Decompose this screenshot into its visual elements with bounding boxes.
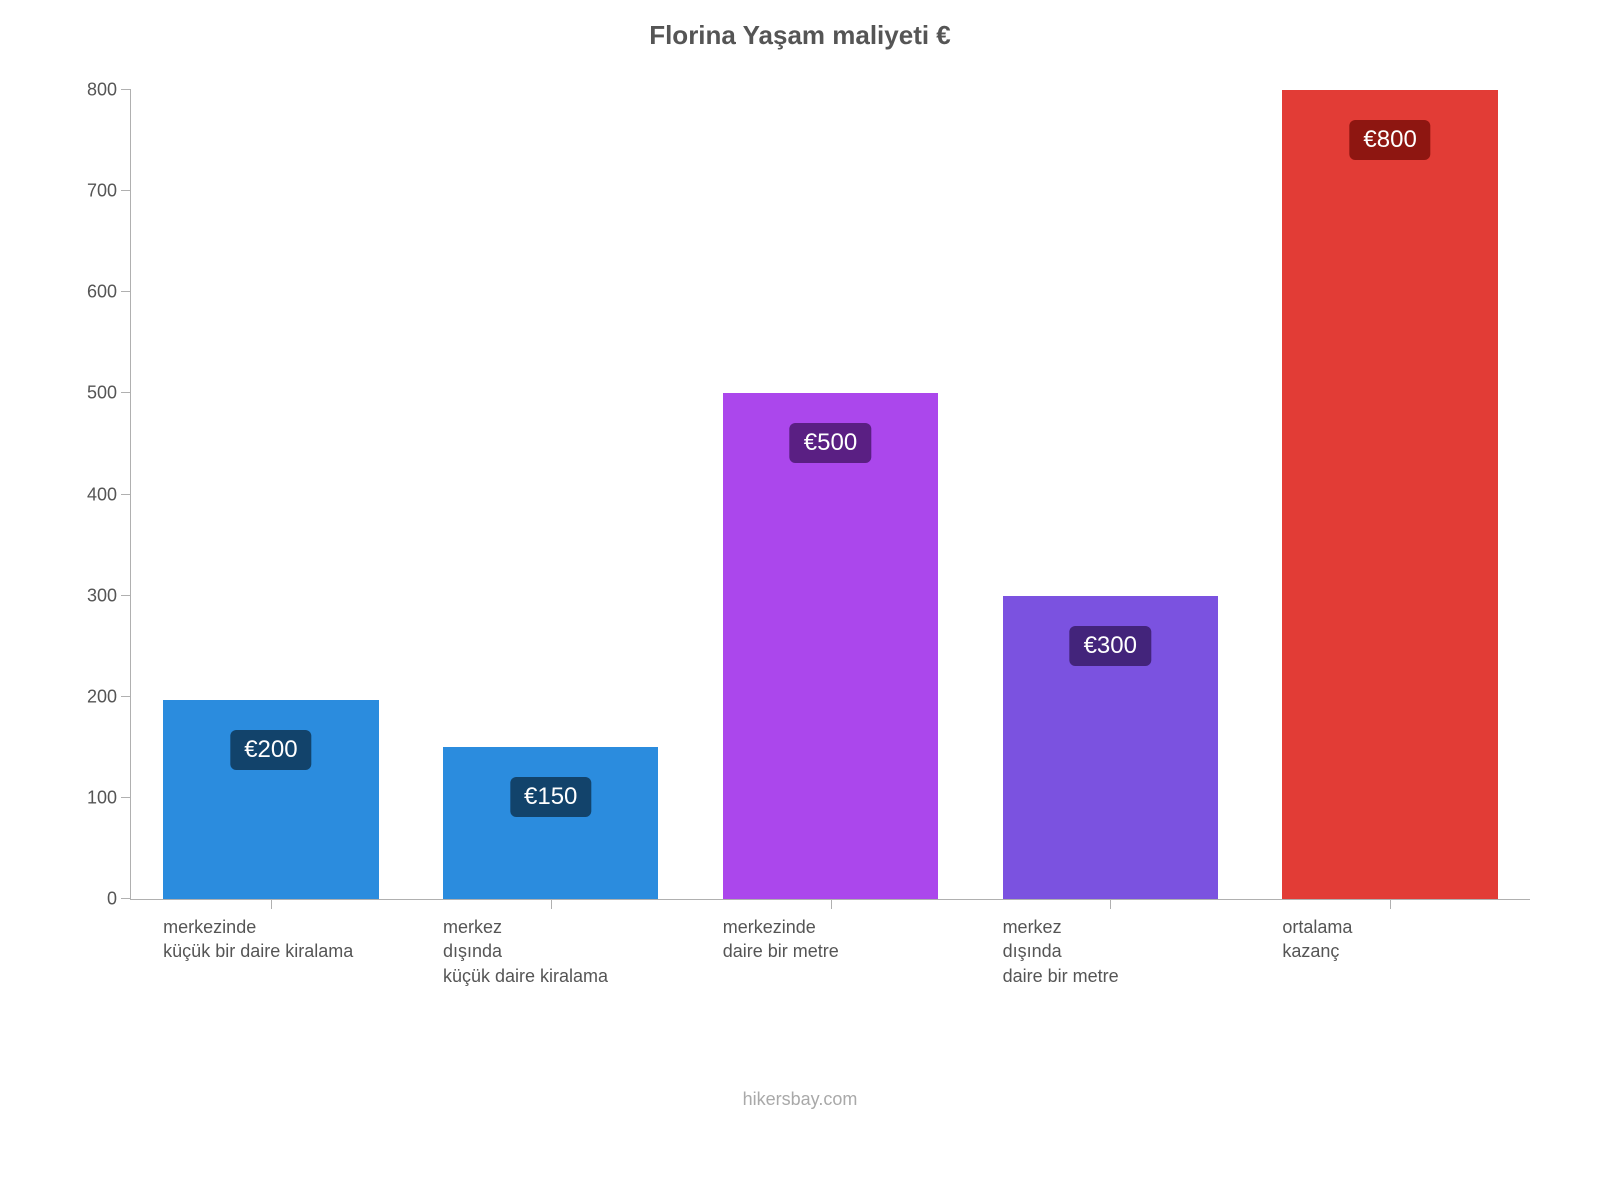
x-axis-label: merkez dışında daire bir metre: [1003, 899, 1283, 988]
bar: €800: [1282, 90, 1497, 899]
chart-title: Florina Yaşam maliyeti €: [50, 20, 1550, 51]
y-tick-label: 600: [87, 282, 117, 303]
bar: €150: [443, 747, 658, 899]
y-tick: [121, 595, 131, 596]
credit-text: hikersbay.com: [50, 1089, 1550, 1110]
y-tick: [121, 494, 131, 495]
y-tick-label: 300: [87, 585, 117, 606]
y-tick: [121, 392, 131, 393]
x-axis-label: ortalama kazanç: [1282, 899, 1562, 964]
y-tick: [121, 696, 131, 697]
bar: €200: [163, 700, 378, 899]
y-tick-label: 0: [107, 889, 117, 910]
plot-area: €200€150€500€300€800 0100200300400500600…: [130, 90, 1530, 900]
y-tick: [121, 89, 131, 90]
cost-of-living-chart: Florina Yaşam maliyeti € €200 €150 €500 €30…: [50, 20, 1550, 1120]
bar-value-label: €150: [510, 777, 591, 817]
y-tick: [121, 291, 131, 292]
bars-layer: €200 €150 €500 €300 €800: [131, 90, 1530, 899]
bar-value-label: €300: [1070, 626, 1151, 666]
bar-value-label: €200: [230, 730, 311, 770]
x-axis-label: merkezinde daire bir metre: [723, 899, 1003, 964]
x-axis-label: merkez dışında küçük daire kiralama: [443, 899, 723, 988]
y-tick-label: 500: [87, 383, 117, 404]
bar: €300: [1003, 596, 1218, 899]
y-tick-label: 200: [87, 686, 117, 707]
y-tick-label: 400: [87, 484, 117, 505]
y-tick-label: 800: [87, 80, 117, 101]
y-tick: [121, 190, 131, 191]
bar: €500: [723, 393, 938, 899]
y-tick-label: 100: [87, 787, 117, 808]
y-tick-label: 700: [87, 181, 117, 202]
y-tick: [121, 898, 131, 899]
bar-value-label: €500: [790, 423, 871, 463]
x-axis-label: merkezinde küçük bir daire kiralama: [163, 899, 443, 964]
y-tick: [121, 797, 131, 798]
bar-value-label: €800: [1349, 120, 1430, 160]
